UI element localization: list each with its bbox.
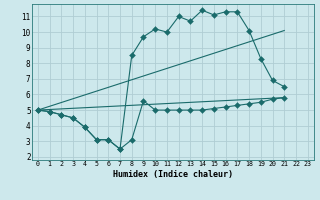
X-axis label: Humidex (Indice chaleur): Humidex (Indice chaleur) xyxy=(113,170,233,179)
